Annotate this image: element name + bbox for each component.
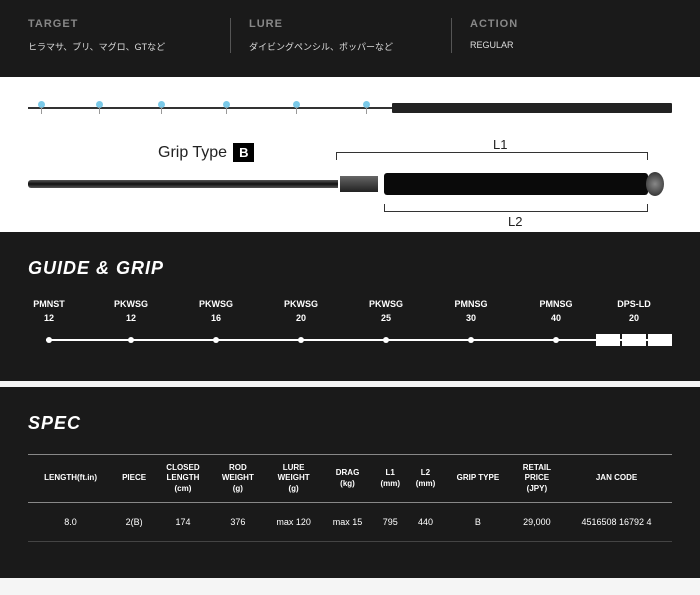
guide-position-dot <box>213 337 219 343</box>
guide-model: PMNSG <box>450 299 492 309</box>
dimension-l2-line <box>384 204 648 212</box>
dimension-l1-line <box>336 152 648 160</box>
spec-header-cell: JAN CODE <box>561 455 672 503</box>
guide-spec-item: PMNSG 30 <box>450 299 492 331</box>
rod-grip-body <box>28 172 672 196</box>
rod-blank <box>28 180 338 188</box>
guide-size: 16 <box>195 313 237 323</box>
guide-size: 20 <box>613 313 655 323</box>
spec-header-cell: GRIP TYPE <box>443 455 513 503</box>
spec-header-cell: PIECE <box>113 455 155 503</box>
rod-diagram: Grip Type B L1 L2 <box>0 77 700 232</box>
spec-cell: 2(B) <box>113 503 155 542</box>
guide-grip-title: GUIDE & GRIP <box>28 258 672 279</box>
grip-blocks <box>596 334 672 346</box>
guide-model: PKWSG <box>195 299 237 309</box>
guide-grip-section: GUIDE & GRIP PMNST 12 PKWSG 12 PKWSG 16 PKWSG 2… <box>0 232 700 381</box>
guide-position-dot <box>128 337 134 343</box>
action-label: ACTION <box>470 18 654 30</box>
rod-top-view <box>28 101 672 115</box>
guide-position-dot <box>383 337 389 343</box>
guide-model: PKWSG <box>110 299 152 309</box>
guide-position-dot <box>553 337 559 343</box>
spec-cell: B <box>443 503 513 542</box>
guide-size: 20 <box>280 313 322 323</box>
spec-header-cell: RETAILPRICE(JPY) <box>513 455 561 503</box>
spec-header-cell: RODWEIGHT(g) <box>211 455 265 503</box>
spec-data-row: 8.02(B)174376max 120max 15795440B29,0004… <box>28 503 672 542</box>
spec-cell: 8.0 <box>28 503 113 542</box>
lure-label: LURE <box>249 18 433 30</box>
guide-stem <box>296 107 297 114</box>
info-lure: LURE ダイビングペンシル、ポッパーなど <box>231 18 452 53</box>
guide-spec-item: DPS-LD 20 <box>613 299 655 331</box>
guide-spec-item: PKWSG 12 <box>110 299 152 331</box>
spec-cell: 29,000 <box>513 503 561 542</box>
dimension-l1-label: L1 <box>493 137 507 152</box>
guide-stem <box>161 107 162 114</box>
grip-type-text: Grip Type <box>158 144 227 162</box>
spec-cell: max 15 <box>322 503 372 542</box>
grip-block <box>596 334 620 346</box>
spec-header-cell: L1(mm) <box>373 455 408 503</box>
target-value: ヒラマサ、ブリ、マグロ、GTなど <box>28 40 212 53</box>
butt-cap <box>646 172 664 196</box>
guide-layout: PMNST 12 PKWSG 12 PKWSG 16 PKWSG 20 PKWSG 25 PMNSG… <box>28 299 672 349</box>
guide-size: 25 <box>365 313 407 323</box>
guide-model: PKWSG <box>365 299 407 309</box>
guide-spec-item: PMNSG 40 <box>535 299 577 331</box>
guide-stem <box>41 107 42 114</box>
info-action: ACTION REGULAR <box>452 18 672 53</box>
spec-cell: 376 <box>211 503 265 542</box>
spec-cell: 795 <box>373 503 408 542</box>
info-target: TARGET ヒラマサ、ブリ、マグロ、GTなど <box>28 18 231 53</box>
guide-size: 12 <box>110 313 152 323</box>
guide-size: 12 <box>28 313 70 323</box>
spec-table: LENGTH(ft.in)PIECECLOSEDLENGTH(cm)RODWEI… <box>28 454 672 542</box>
guide-position-dot <box>468 337 474 343</box>
guide-size: 40 <box>535 313 577 323</box>
guide-spec-item: PKWSG 25 <box>365 299 407 331</box>
guide-size: 30 <box>450 313 492 323</box>
guide-model: PKWSG <box>280 299 322 309</box>
guide-spec-item: PKWSG 16 <box>195 299 237 331</box>
lure-value: ダイビングペンシル、ポッパーなど <box>249 40 433 53</box>
target-label: TARGET <box>28 18 212 30</box>
guide-spec-item: PMNST 12 <box>28 299 70 331</box>
grip-block <box>648 334 672 346</box>
guide-model: PMNST <box>28 299 70 309</box>
action-value: REGULAR <box>470 40 654 50</box>
spec-header-cell: DRAG(kg) <box>322 455 372 503</box>
spec-header-cell: LUREWEIGHT(g) <box>265 455 323 503</box>
grip-type-badge: B <box>233 143 254 162</box>
product-spec-sheet: TARGET ヒラマサ、ブリ、マグロ、GTなど LURE ダイビングペンシル、ポ… <box>0 0 700 578</box>
guide-axis <box>46 339 672 341</box>
guide-position-dot <box>298 337 304 343</box>
guide-model: DPS-LD <box>613 299 655 309</box>
rod-grip-view: L1 L2 <box>28 172 672 196</box>
guide-stem <box>366 107 367 114</box>
spec-header-cell: L2(mm) <box>408 455 443 503</box>
guide-model: PMNSG <box>535 299 577 309</box>
spec-cell: 174 <box>155 503 211 542</box>
spec-cell: max 120 <box>265 503 323 542</box>
reel-seat <box>340 176 378 192</box>
guide-spec-item: PKWSG 20 <box>280 299 322 331</box>
info-bar: TARGET ヒラマサ、ブリ、マグロ、GTなど LURE ダイビングペンシル、ポ… <box>0 0 700 77</box>
guide-position-dot <box>46 337 52 343</box>
spec-header-cell: LENGTH(ft.in) <box>28 455 113 503</box>
spec-title: SPEC <box>28 413 672 434</box>
spec-header-row: LENGTH(ft.in)PIECECLOSEDLENGTH(cm)RODWEI… <box>28 455 672 503</box>
grip-block <box>622 334 646 346</box>
rear-grip <box>384 173 648 195</box>
spec-cell: 4516508 16792 4 <box>561 503 672 542</box>
spec-header-cell: CLOSEDLENGTH(cm) <box>155 455 211 503</box>
rod-rear-body <box>392 103 672 113</box>
spec-cell: 440 <box>408 503 443 542</box>
guide-stem <box>226 107 227 114</box>
dimension-l2-label: L2 <box>508 214 522 229</box>
spec-section: SPEC LENGTH(ft.in)PIECECLOSEDLENGTH(cm)R… <box>0 387 700 578</box>
guide-stem <box>99 107 100 114</box>
